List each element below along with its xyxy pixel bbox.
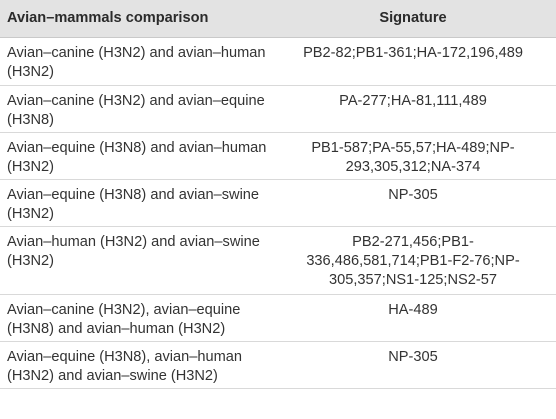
signature-cell: PB2-271,456;PB1-336,486,581,714;PB1-F2-7… <box>306 234 520 288</box>
signature-cell: PB2-82;PB1-361;HA-172,196,489 <box>303 45 523 61</box>
comparison-cell: Avian–equine (H3N8) and avian–swine (H3N… <box>7 187 260 222</box>
table-row: Avian–equine (H3N8), avian–human (H3N2) … <box>0 342 556 389</box>
table-row: Avian–canine (H3N2) and avian–human (H3N… <box>0 38 556 86</box>
comparison-cell: Avian–human (H3N2) and avian–swine (H3N2… <box>7 234 260 269</box>
table-row: Avian–canine (H3N2), avian–equine (H3N8)… <box>0 295 556 342</box>
comparison-cell: Avian–equine (H3N8), avian–human (H3N2) … <box>7 349 243 384</box>
comparison-cell: Avian–canine (H3N2) and avian–equine (H3… <box>7 93 265 128</box>
comparison-cell: Avian–canine (H3N2) and avian–human (H3N… <box>7 45 266 80</box>
table-header-row: Avian–mammals comparison Signature <box>0 0 556 38</box>
signature-cell: NP-305 <box>388 187 438 203</box>
header-comparison: Avian–mammals comparison <box>7 10 209 26</box>
table-row: Avian–equine (H3N8) and avian–human (H3N… <box>0 133 556 180</box>
table-row: Avian–equine (H3N8) and avian–swine (H3N… <box>0 180 556 227</box>
table-row: Avian–human (H3N2) and avian–swine (H3N2… <box>0 227 556 295</box>
signature-table: Avian–mammals comparison Signature Avian… <box>0 0 556 389</box>
header-signature: Signature <box>379 10 447 26</box>
signature-cell: PA-277;HA-81,111,489 <box>339 93 487 109</box>
signature-cell: NP-305 <box>388 349 438 365</box>
signature-cell: PB1-587;PA-55,57;HA-489;NP-293,305,312;N… <box>311 140 515 175</box>
comparison-cell: Avian–equine (H3N8) and avian–human (H3N… <box>7 140 267 175</box>
table-row: Avian–canine (H3N2) and avian–equine (H3… <box>0 86 556 133</box>
signature-cell: HA-489 <box>388 302 438 318</box>
comparison-cell: Avian–canine (H3N2), avian–equine (H3N8)… <box>7 302 241 337</box>
